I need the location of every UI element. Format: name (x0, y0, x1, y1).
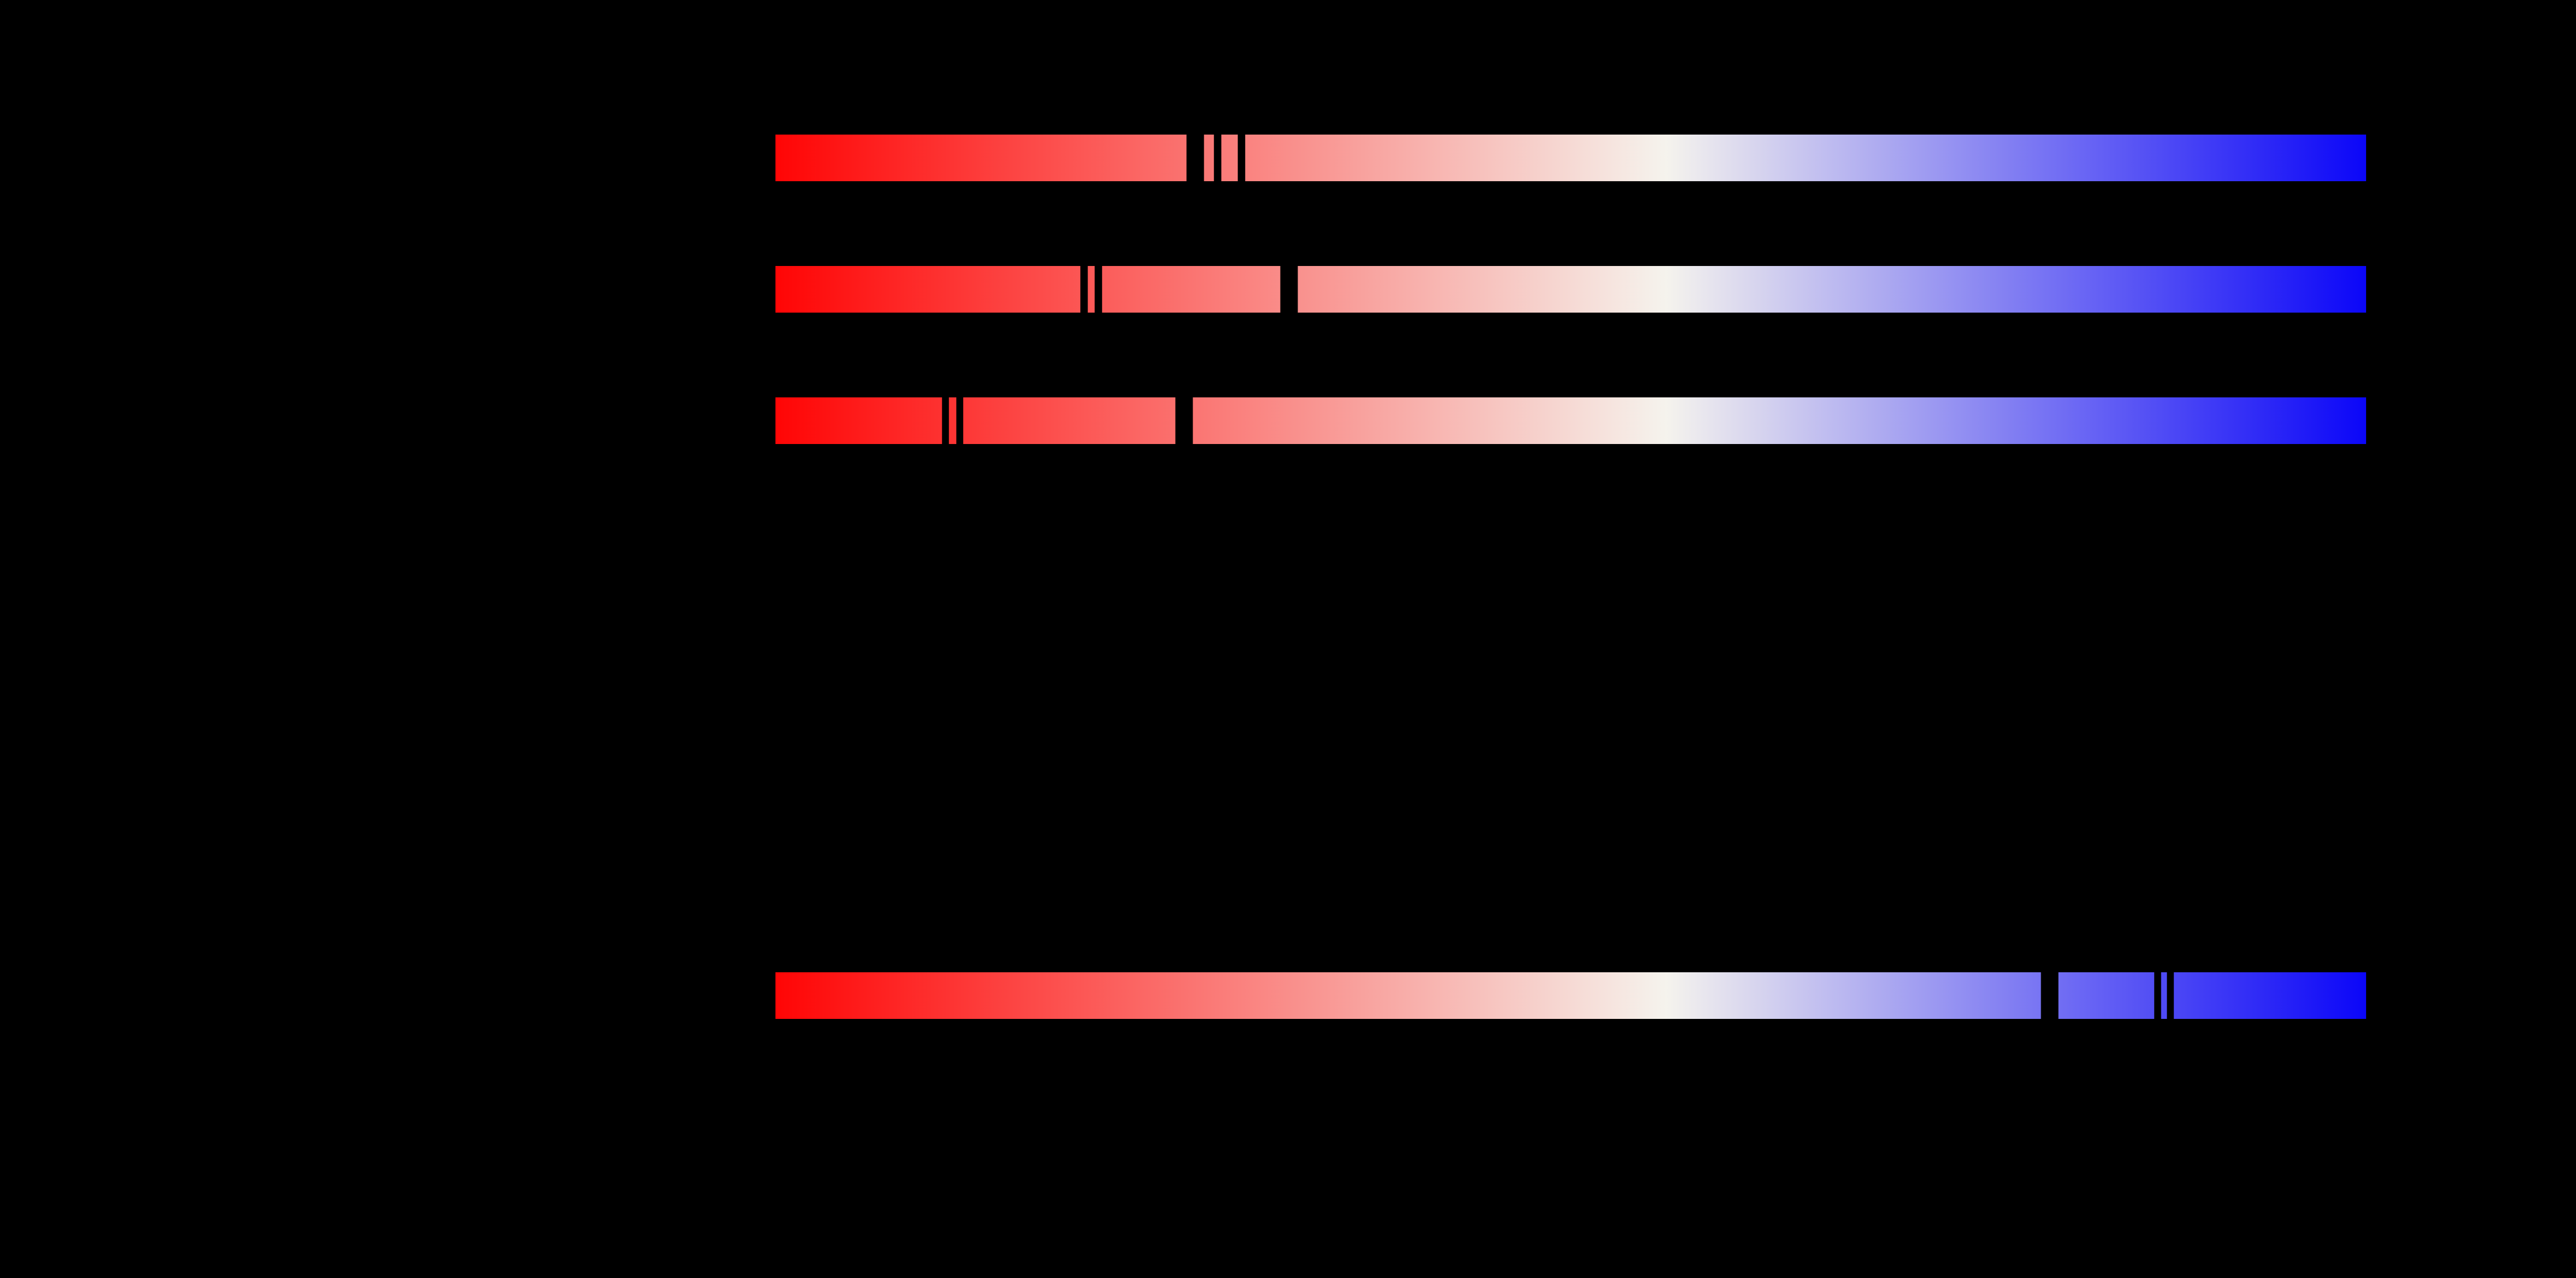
marker-tick-icon (1238, 134, 1245, 181)
marker-tick-icon (1080, 265, 1088, 313)
marker-tick-icon (2154, 972, 2162, 1019)
marker-tick-icon (942, 397, 949, 445)
gradient-bar-4 (775, 972, 2366, 1019)
marker-tick-icon (1095, 265, 1102, 313)
marker-gap-icon (1186, 134, 1204, 181)
marker-gap-icon (1175, 397, 1193, 445)
marker-gap-icon (1280, 265, 1298, 313)
marker-tick-icon (956, 397, 964, 445)
marker-tick-icon (2167, 972, 2174, 1019)
marker-gap-icon (2041, 972, 2059, 1019)
gradient-bar-2 (775, 265, 2366, 313)
gradient-bar-3 (775, 397, 2366, 445)
marker-tick-icon (1214, 134, 1221, 181)
gradient-bar-1 (775, 134, 2366, 181)
